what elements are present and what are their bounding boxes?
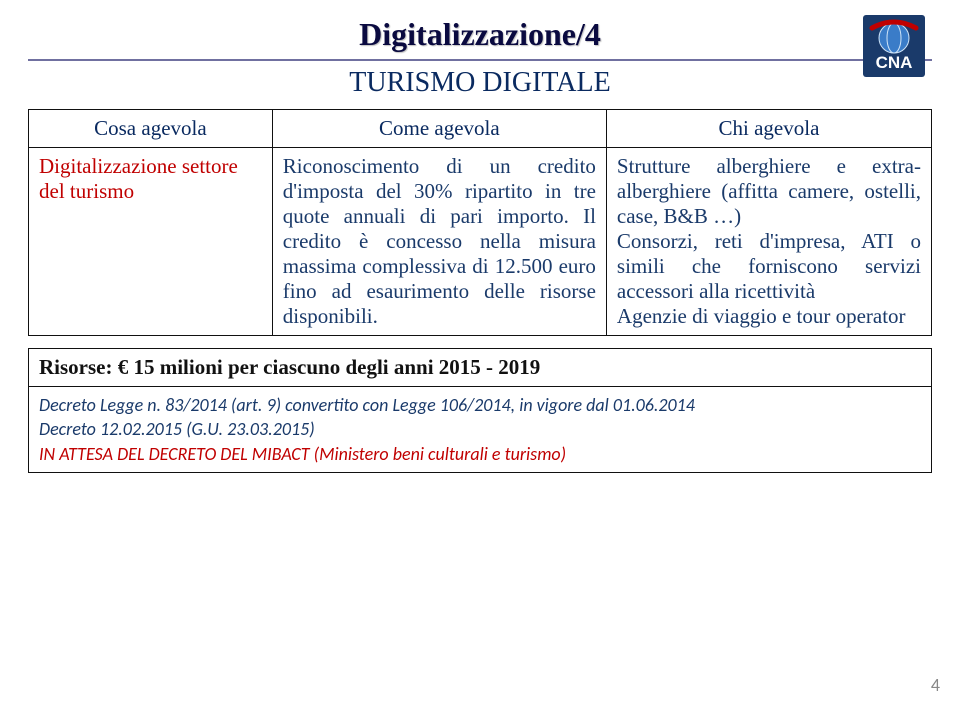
- page-number: 4: [931, 674, 940, 696]
- table-row: Digitalizzazione settore del turismo Ric…: [29, 148, 932, 336]
- cell-cosa: Digitalizzazione settore del turismo: [29, 148, 273, 336]
- page-title: Digitalizzazione/4: [28, 16, 932, 53]
- title-area: Digitalizzazione/4 CNA: [28, 16, 932, 53]
- table-header-row: Cosa agevola Come agevola Chi agevola: [29, 110, 932, 148]
- main-table: Cosa agevola Come agevola Chi agevola Di…: [28, 109, 932, 336]
- th-come: Come agevola: [272, 110, 606, 148]
- cell-come: Riconoscimento di un credito d'imposta d…: [272, 148, 606, 336]
- subtitle: TURISMO DIGITALE: [28, 67, 932, 99]
- legal-line-1: Decreto Legge n. 83/2014 (art. 9) conver…: [39, 393, 921, 417]
- resources-box: Risorse: € 15 milioni per ciascuno degli…: [28, 348, 932, 387]
- legal-box: Decreto Legge n. 83/2014 (art. 9) conver…: [28, 387, 932, 473]
- th-cosa: Cosa agevola: [29, 110, 273, 148]
- th-chi: Chi agevola: [606, 110, 931, 148]
- legal-line-3: IN ATTESA DEL DECRETO DEL MIBACT (Minist…: [39, 442, 921, 466]
- cna-logo: CNA: [862, 14, 926, 83]
- slide-page: Digitalizzazione/4 CNA TURISMO DIGITALE …: [0, 0, 960, 706]
- legal-line-2: Decreto 12.02.2015 (G.U. 23.03.2015): [39, 417, 921, 441]
- title-rule: [28, 59, 932, 61]
- cell-chi: Strutture alberghiere e extra-alberghier…: [606, 148, 931, 336]
- logo-text: CNA: [876, 53, 913, 72]
- logo-svg: CNA: [862, 14, 926, 78]
